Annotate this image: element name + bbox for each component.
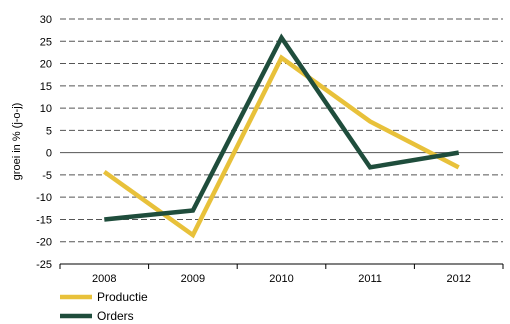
series-line-productie — [102, 54, 460, 239]
legend-label-orders: Orders — [97, 309, 134, 323]
y-tick-label: -10 — [36, 192, 52, 204]
y-axis-ticks: 30 25 20 15 10 5 0 -5 -10 -15 -20 -25 — [36, 14, 52, 271]
x-tick-label: 2008 — [92, 273, 116, 285]
y-tick-label: 30 — [40, 14, 52, 26]
y-tick-label: -20 — [36, 237, 52, 249]
y-axis-label: groei in % (j-o-j) — [11, 103, 23, 181]
x-tick-label: 2011 — [358, 273, 382, 285]
series-lines — [102, 33, 460, 239]
y-tick-label: 5 — [46, 125, 52, 137]
legend-label-productie: Productie — [97, 290, 148, 304]
y-tick-label: 25 — [40, 36, 52, 48]
y-tick-label: 10 — [40, 103, 52, 115]
x-axis: 2008 2009 2010 2011 2012 — [59, 263, 504, 285]
legend: Productie Orders — [60, 290, 148, 323]
y-tick-label: 15 — [40, 81, 52, 93]
y-tick-label: -15 — [36, 214, 52, 226]
x-tick-label: 2012 — [446, 273, 470, 285]
series-line-orders — [104, 33, 460, 222]
y-tick-label: -5 — [42, 170, 52, 182]
y-tick-label: 20 — [40, 59, 52, 71]
y-tick-label: 0 — [46, 148, 52, 160]
y-tick-label: -25 — [36, 259, 52, 271]
x-tick-label: 2010 — [269, 273, 293, 285]
x-tick-label: 2009 — [181, 273, 205, 285]
